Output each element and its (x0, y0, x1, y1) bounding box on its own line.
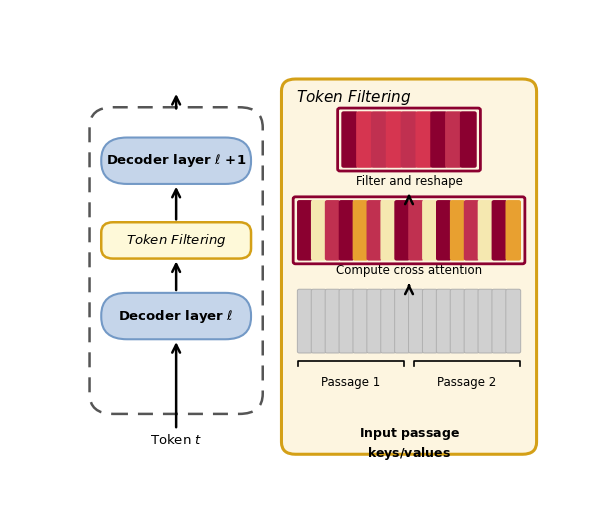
FancyBboxPatch shape (445, 111, 462, 168)
Text: Passage 1: Passage 1 (321, 376, 381, 389)
Text: $\bf{\it{Token\ Filtering}}$: $\bf{\it{Token\ Filtering}}$ (295, 88, 411, 107)
FancyBboxPatch shape (408, 200, 424, 260)
FancyBboxPatch shape (422, 289, 437, 353)
FancyBboxPatch shape (422, 200, 438, 260)
FancyBboxPatch shape (416, 111, 432, 168)
FancyBboxPatch shape (339, 200, 355, 260)
FancyBboxPatch shape (430, 111, 447, 168)
FancyBboxPatch shape (450, 289, 465, 353)
FancyBboxPatch shape (339, 289, 354, 353)
FancyBboxPatch shape (101, 137, 251, 184)
Text: Passage 2: Passage 2 (437, 376, 496, 389)
FancyBboxPatch shape (506, 200, 521, 260)
FancyBboxPatch shape (450, 200, 466, 260)
FancyBboxPatch shape (101, 222, 251, 258)
FancyBboxPatch shape (367, 200, 382, 260)
FancyBboxPatch shape (492, 289, 507, 353)
Text: $\bf{Input\ passage}$
$\bf{keys/values}$: $\bf{Input\ passage}$ $\bf{keys/values}$ (359, 427, 460, 462)
FancyBboxPatch shape (394, 289, 410, 353)
FancyBboxPatch shape (101, 293, 251, 339)
FancyBboxPatch shape (311, 289, 326, 353)
FancyBboxPatch shape (464, 200, 480, 260)
FancyBboxPatch shape (436, 200, 452, 260)
FancyBboxPatch shape (297, 200, 312, 260)
FancyBboxPatch shape (297, 289, 312, 353)
FancyBboxPatch shape (371, 111, 388, 168)
FancyBboxPatch shape (311, 200, 326, 260)
Text: Decoder layer $\ell$: Decoder layer $\ell$ (118, 308, 234, 324)
FancyBboxPatch shape (353, 289, 368, 353)
Text: Compute cross attention: Compute cross attention (336, 264, 482, 277)
FancyBboxPatch shape (394, 200, 410, 260)
FancyBboxPatch shape (341, 111, 358, 168)
Text: Filter and reshape: Filter and reshape (356, 176, 463, 189)
FancyBboxPatch shape (356, 111, 373, 168)
FancyBboxPatch shape (325, 200, 340, 260)
FancyBboxPatch shape (386, 111, 403, 168)
FancyBboxPatch shape (436, 289, 451, 353)
Text: Decoder layer $\ell$ +1: Decoder layer $\ell$ +1 (106, 152, 246, 169)
FancyBboxPatch shape (478, 289, 493, 353)
FancyBboxPatch shape (478, 200, 493, 260)
Text: Token $t$: Token $t$ (150, 433, 202, 447)
FancyBboxPatch shape (492, 200, 507, 260)
FancyBboxPatch shape (367, 289, 382, 353)
FancyBboxPatch shape (381, 289, 396, 353)
FancyBboxPatch shape (460, 111, 477, 168)
Text: $\it{Token\ Filtering}$: $\it{Token\ Filtering}$ (126, 232, 226, 249)
FancyBboxPatch shape (353, 200, 368, 260)
FancyBboxPatch shape (506, 289, 521, 353)
FancyBboxPatch shape (325, 289, 340, 353)
FancyBboxPatch shape (400, 111, 417, 168)
FancyBboxPatch shape (408, 289, 423, 353)
FancyBboxPatch shape (464, 289, 479, 353)
FancyBboxPatch shape (281, 79, 536, 454)
FancyBboxPatch shape (381, 200, 396, 260)
